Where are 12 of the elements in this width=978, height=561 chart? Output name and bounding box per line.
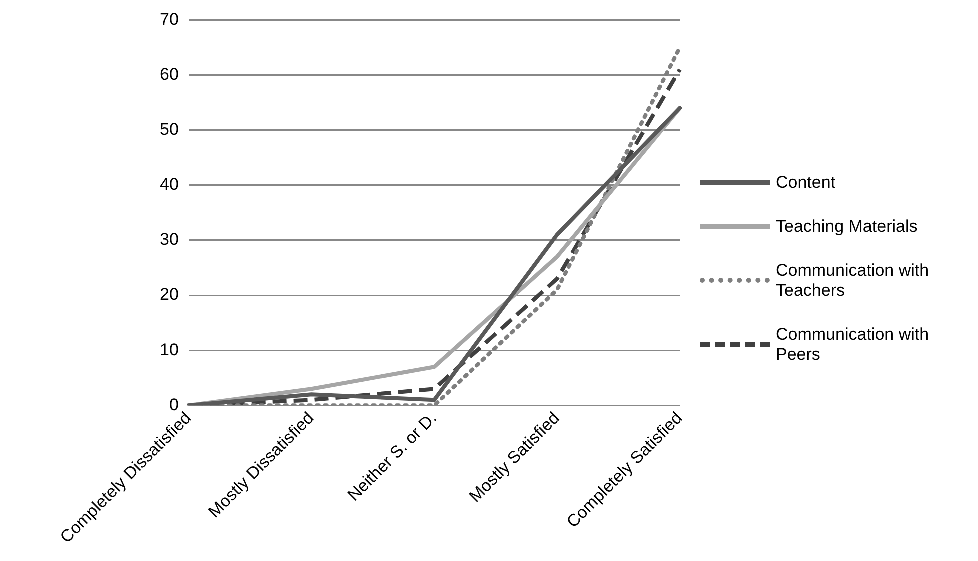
- legend-label: Communication with Peers: [776, 324, 930, 364]
- y-tick-label: 40: [160, 175, 179, 194]
- y-tick-label: 0: [169, 395, 179, 414]
- legend-label: Communication with Teachers: [776, 260, 930, 300]
- y-tick-label: 10: [160, 340, 179, 360]
- y-tick-label: 50: [160, 120, 179, 140]
- y-tick-label: 60: [160, 64, 179, 84]
- y-tick-label: 70: [160, 10, 179, 29]
- legend-label: Content: [776, 172, 836, 192]
- legend-label: Teaching Materials: [776, 216, 918, 236]
- y-tick-label: 20: [160, 285, 179, 304]
- y-tick-label: 30: [160, 230, 179, 250]
